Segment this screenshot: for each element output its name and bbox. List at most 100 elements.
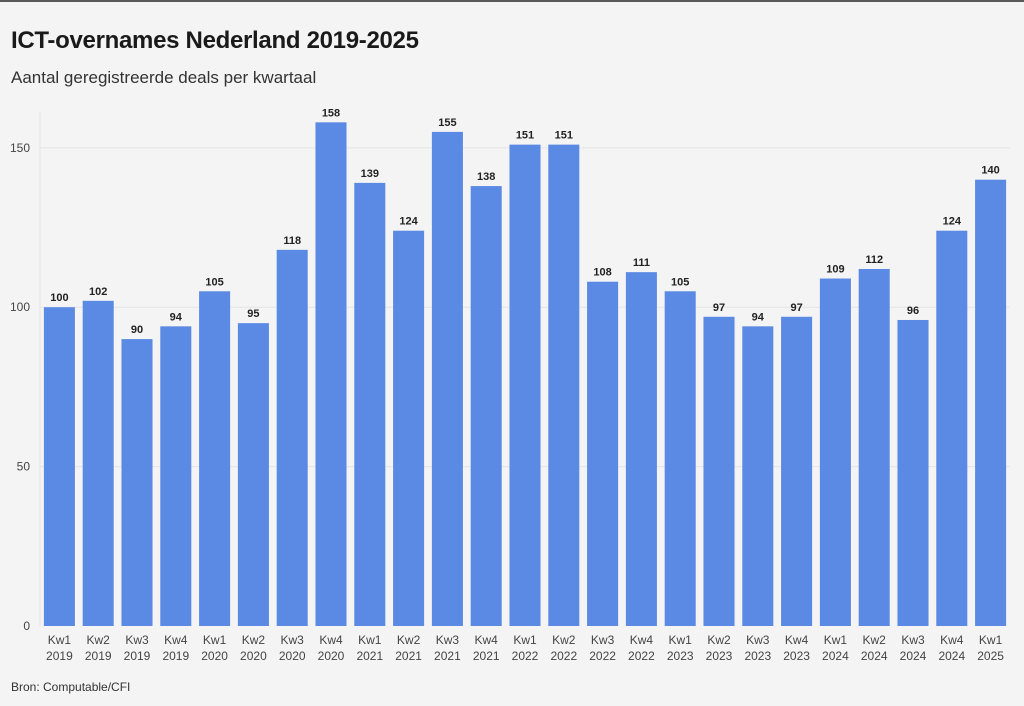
x-tick-label-quarter: Kw3 xyxy=(746,633,770,647)
x-tick-label-quarter: Kw4 xyxy=(319,633,343,647)
x-tick-label-quarter: Kw3 xyxy=(591,633,615,647)
bar xyxy=(43,307,75,626)
data-label: 105 xyxy=(205,276,223,288)
bar xyxy=(858,268,890,626)
x-tick-label-quarter: Kw3 xyxy=(436,633,460,647)
data-label: 151 xyxy=(516,130,534,142)
data-label: 139 xyxy=(361,168,379,180)
x-tick-label-quarter: Kw2 xyxy=(552,633,576,647)
data-label: 138 xyxy=(477,171,495,183)
bar xyxy=(199,291,231,626)
bar xyxy=(548,144,580,626)
x-tick-label-quarter: Kw1 xyxy=(669,633,693,647)
data-label: 111 xyxy=(633,257,650,269)
x-tick-label-quarter: Kw2 xyxy=(397,633,421,647)
x-tick-label-year: 2022 xyxy=(512,649,539,663)
x-tick-label-quarter: Kw3 xyxy=(901,633,925,647)
data-label: 94 xyxy=(170,311,183,323)
x-tick-label-year: 2019 xyxy=(46,649,73,663)
bar xyxy=(897,319,929,626)
x-tick-label-quarter: Kw2 xyxy=(242,633,266,647)
top-rule xyxy=(0,0,1024,2)
data-label: 158 xyxy=(322,107,340,119)
bar xyxy=(470,186,502,626)
data-label: 109 xyxy=(826,264,844,276)
data-label: 102 xyxy=(89,286,107,298)
x-tick-label-year: 2021 xyxy=(473,649,500,663)
bar xyxy=(703,316,735,626)
x-tick-label-year: 2024 xyxy=(822,649,849,663)
bar xyxy=(276,249,308,626)
bar xyxy=(393,230,425,626)
y-tick-label: 100 xyxy=(10,300,30,314)
x-tick-label-quarter: Kw1 xyxy=(824,633,848,647)
bar xyxy=(587,281,619,626)
x-tick-label-quarter: Kw4 xyxy=(164,633,188,647)
data-label: 140 xyxy=(981,165,999,177)
x-tick-label-year: 2023 xyxy=(667,649,694,663)
data-label: 94 xyxy=(752,311,765,323)
data-label: 155 xyxy=(438,117,456,129)
bars xyxy=(43,122,1007,627)
x-axis-ticks: Kw1 2019 Kw2 2019 Kw3 2019 Kw4 2019 Kw1 2020 Kw2 20… xyxy=(46,633,1004,663)
chart-title: ICT-overnames Nederland 2019-2025 xyxy=(11,27,419,54)
x-tick-label-year: 2022 xyxy=(550,649,577,663)
bar xyxy=(975,179,1007,627)
bar xyxy=(121,339,153,626)
data-label: 151 xyxy=(555,130,573,142)
x-tick-label-year: 2019 xyxy=(85,649,112,663)
x-tick-label-quarter: Kw4 xyxy=(785,633,809,647)
x-tick-label-year: 2022 xyxy=(628,649,655,663)
data-label: 124 xyxy=(399,216,418,228)
x-tick-label-year: 2024 xyxy=(861,649,888,663)
x-tick-label-year: 2024 xyxy=(900,649,927,663)
x-tick-label-quarter: Kw1 xyxy=(48,633,72,647)
x-tick-label-quarter: Kw1 xyxy=(513,633,537,647)
x-tick-label-quarter: Kw2 xyxy=(707,633,731,647)
x-tick-label-year: 2019 xyxy=(124,649,151,663)
x-tick-label-quarter: Kw4 xyxy=(630,633,654,647)
bar xyxy=(781,316,813,626)
x-tick-label-quarter: Kw1 xyxy=(203,633,227,647)
bar xyxy=(82,300,114,626)
x-tick-label-year: 2025 xyxy=(977,649,1004,663)
bar xyxy=(315,122,347,626)
data-label: 118 xyxy=(283,235,301,247)
x-tick-label-quarter: Kw4 xyxy=(940,633,964,647)
bar xyxy=(354,182,386,627)
data-label: 95 xyxy=(247,308,259,320)
data-label: 97 xyxy=(790,302,802,314)
data-label: 100 xyxy=(50,292,68,304)
x-tick-label-year: 2023 xyxy=(706,649,733,663)
x-tick-label-year: 2024 xyxy=(938,649,965,663)
x-tick-label-year: 2023 xyxy=(744,649,771,663)
x-tick-label-year: 2020 xyxy=(279,649,306,663)
data-labels: 100 102 90 94 105 95 118 158 139 124 155 138 151 151 1… xyxy=(50,107,1000,336)
bar xyxy=(509,144,541,626)
x-tick-label-quarter: Kw2 xyxy=(87,633,111,647)
bar xyxy=(936,230,968,626)
x-tick-label-year: 2021 xyxy=(434,649,461,663)
source-note: Bron: Computable/CFI xyxy=(11,680,131,694)
x-tick-label-quarter: Kw3 xyxy=(281,633,305,647)
x-tick-label-quarter: Kw1 xyxy=(979,633,1003,647)
x-tick-label-year: 2023 xyxy=(783,649,810,663)
y-tick-label: 150 xyxy=(10,141,30,155)
data-label: 108 xyxy=(593,267,611,279)
y-tick-label: 0 xyxy=(23,619,30,633)
bar xyxy=(664,291,696,626)
x-tick-label-year: 2020 xyxy=(318,649,345,663)
data-label: 97 xyxy=(713,302,725,314)
data-label: 105 xyxy=(671,276,689,288)
x-tick-label-year: 2022 xyxy=(589,649,616,663)
y-axis-ticks: 0 50 100 150 xyxy=(10,141,30,633)
bar xyxy=(431,131,463,626)
bar xyxy=(160,326,192,626)
bar xyxy=(237,323,269,626)
bar xyxy=(625,272,657,626)
data-label: 112 xyxy=(865,254,883,266)
data-label: 124 xyxy=(943,216,962,228)
y-tick-label: 50 xyxy=(17,460,31,474)
data-label: 90 xyxy=(131,324,143,336)
x-tick-label-quarter: Kw3 xyxy=(125,633,149,647)
